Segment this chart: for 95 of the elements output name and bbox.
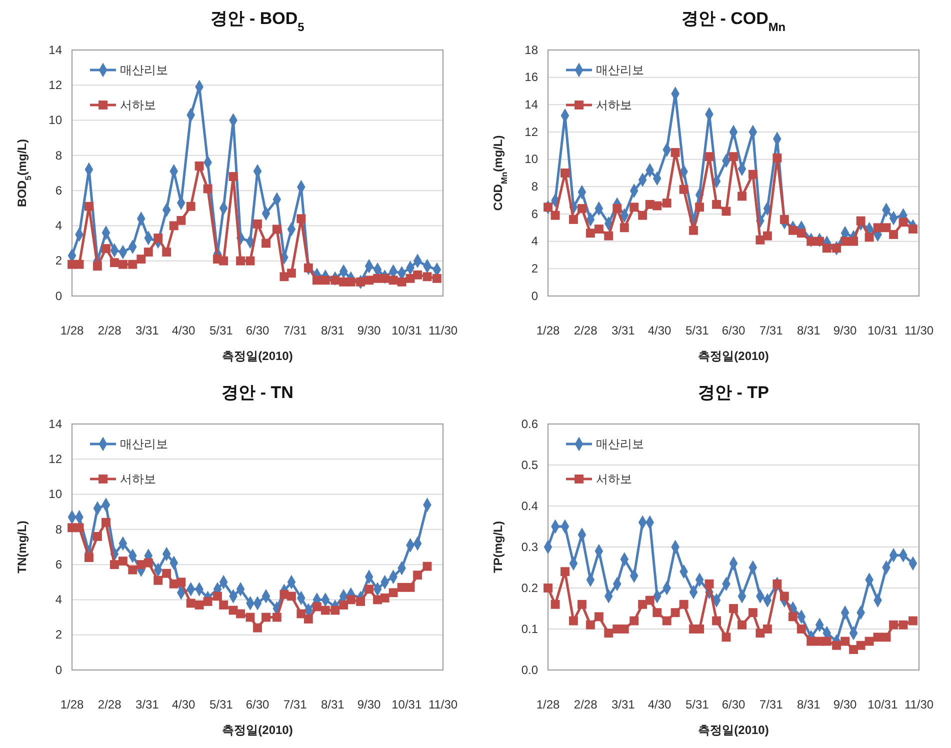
y-tick-label: 0.1 [521, 622, 538, 636]
x-tick-label: 4/30 [172, 324, 196, 338]
legend-label: 매산리보 [596, 437, 644, 451]
y-tick-label: 0.3 [521, 540, 538, 554]
x-tick-label: 11/30 [428, 698, 458, 712]
y-tick-label: 6 [55, 183, 62, 198]
y-tick-label: 8 [55, 522, 62, 536]
x-tick-label: 7/31 [759, 324, 784, 338]
x-axis-title: 측정일(2010) [698, 349, 769, 363]
legend-label: 서하보 [120, 98, 156, 112]
x-tick-label: 11/30 [904, 324, 934, 338]
y-tick-label: 12 [48, 452, 62, 466]
x-tick-label: 1/28 [536, 698, 560, 712]
x-tick-label: 4/30 [648, 698, 672, 712]
y-tick-label: 14 [48, 42, 62, 57]
legend-label: 서하보 [596, 98, 632, 112]
y-tick-label: 0.4 [521, 498, 538, 513]
y-tick-label: 8 [55, 148, 62, 162]
legend-label: 매산리보 [120, 437, 168, 451]
x-tick-label: 5/31 [209, 324, 234, 338]
y-tick-label: 8 [531, 180, 538, 194]
y-tick-label: 10 [524, 152, 538, 166]
x-tick-label: 1/28 [60, 698, 84, 712]
x-axis-title: 측정일(2010) [222, 723, 293, 737]
y-tick-label: 14 [48, 416, 62, 431]
legend-label: 서하보 [120, 472, 156, 486]
x-tick-label: 2/28 [574, 324, 598, 338]
x-tick-label: 8/31 [796, 698, 821, 712]
y-tick-label: 6 [55, 557, 62, 572]
x-axis-title: 측정일(2010) [698, 723, 769, 737]
x-tick-label: 2/28 [98, 698, 122, 712]
chart-title: 경안 - BOD$_{5}$ [210, 9, 305, 34]
x-tick-label: 4/30 [648, 324, 672, 338]
x-tick-label: 6/30 [722, 698, 746, 712]
y-tick-label: 12 [48, 78, 62, 92]
x-tick-label: 9/30 [357, 324, 382, 338]
x-tick-label: 6/30 [246, 324, 270, 338]
x-tick-label: 6/30 [722, 324, 746, 338]
y-tick-label: 0.0 [521, 662, 538, 677]
y-tick-label: 10 [48, 113, 62, 128]
legend-label: 매산리보 [596, 63, 644, 77]
chart-title: 경안 - TP [698, 383, 769, 402]
x-tick-label: 8/31 [320, 698, 345, 712]
y-tick-label: 18 [524, 42, 538, 57]
y-tick-label: 0.2 [521, 580, 538, 595]
y-tick-label: 12 [524, 124, 538, 139]
x-tick-label: 5/31 [685, 324, 710, 338]
x-tick-label: 10/31 [868, 698, 898, 712]
y-tick-label: 6 [531, 206, 538, 221]
x-tick-label: 11/30 [428, 324, 458, 338]
x-tick-label: 11/30 [904, 698, 934, 712]
y-tick-label: 0 [531, 288, 538, 303]
x-tick-label: 6/30 [246, 698, 270, 712]
x-tick-label: 9/30 [833, 324, 858, 338]
legend-label: 매산리보 [120, 63, 168, 77]
y-tick-label: 4 [531, 234, 538, 248]
legend-label: 서하보 [596, 472, 632, 486]
x-tick-label: 1/28 [536, 324, 560, 338]
x-tick-label: 8/31 [796, 324, 821, 338]
x-tick-label: 3/31 [135, 324, 160, 338]
x-tick-label: 2/28 [98, 324, 122, 338]
y-axis-title: TP(mg/L) [491, 521, 505, 573]
y-tick-label: 0.6 [521, 416, 538, 431]
x-axis-title: 측정일(2010) [222, 349, 293, 363]
x-tick-label: 10/31 [392, 698, 422, 712]
y-tick-label: 16 [524, 70, 538, 84]
y-tick-label: 4 [55, 592, 62, 607]
x-tick-label: 3/31 [611, 698, 636, 712]
x-tick-label: 7/31 [283, 324, 308, 338]
x-tick-label: 3/31 [135, 698, 160, 712]
x-tick-label: 10/31 [392, 324, 422, 338]
x-tick-label: 1/28 [60, 324, 84, 338]
x-tick-label: 9/30 [357, 698, 382, 712]
y-tick-label: 2 [531, 262, 538, 276]
y-tick-label: 10 [48, 487, 62, 502]
x-tick-label: 4/30 [172, 698, 196, 712]
x-tick-label: 5/31 [209, 698, 234, 712]
chart-title: 경안 - COD$_{Mn}$ [681, 9, 786, 34]
x-tick-label: 5/31 [685, 698, 710, 712]
y-tick-label: 4 [55, 218, 62, 233]
y-tick-label: 0.5 [521, 458, 538, 472]
x-tick-label: 2/28 [574, 698, 598, 712]
y-tick-label: 2 [55, 628, 62, 642]
x-tick-label: 7/31 [283, 698, 308, 712]
y-tick-label: 0 [55, 288, 62, 303]
x-tick-label: 7/31 [759, 698, 784, 712]
y-tick-label: 2 [55, 254, 62, 268]
y-tick-label: 0 [55, 662, 62, 677]
chart-title: 경안 - TN [222, 383, 294, 402]
x-tick-label: 3/31 [611, 324, 636, 338]
x-tick-label: 10/31 [868, 324, 898, 338]
y-axis-title: TN(mg/L) [15, 520, 29, 574]
y-tick-label: 14 [524, 98, 538, 112]
x-tick-label: 8/31 [320, 324, 345, 338]
x-tick-label: 9/30 [833, 698, 858, 712]
